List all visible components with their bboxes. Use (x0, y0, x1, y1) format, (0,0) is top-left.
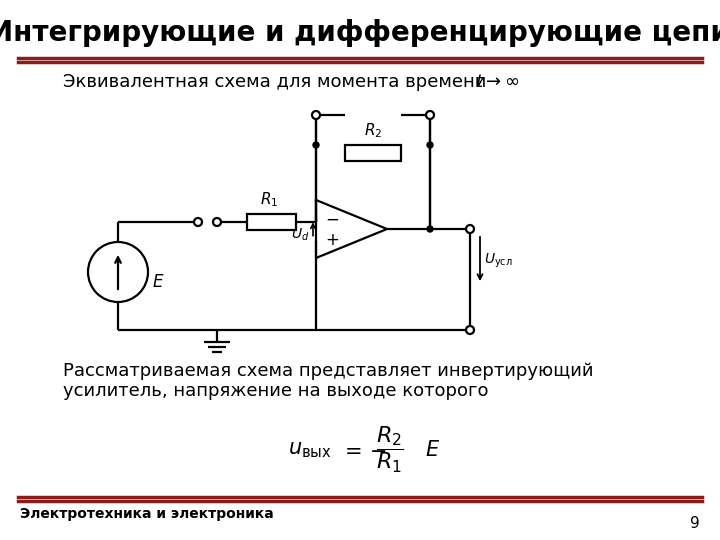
Circle shape (427, 142, 433, 148)
Text: $u_{\mathrm{вых}}$: $u_{\mathrm{вых}}$ (288, 440, 332, 460)
Text: Рассматриваемая схема представляет инвертирующий: Рассматриваемая схема представляет инвер… (63, 362, 593, 380)
Circle shape (213, 218, 221, 226)
Circle shape (312, 111, 320, 119)
Text: $= -$: $= -$ (340, 440, 387, 460)
Bar (345, 145, 401, 161)
Bar (247, 214, 296, 230)
Circle shape (194, 218, 202, 226)
Text: $U_d$: $U_d$ (291, 227, 309, 243)
Text: $t \rightarrow \infty$: $t \rightarrow \infty$ (475, 73, 519, 91)
Text: $E$: $E$ (425, 440, 440, 460)
Circle shape (466, 225, 474, 233)
Circle shape (313, 142, 319, 148)
Text: $R_1$: $R_1$ (261, 190, 279, 209)
Text: $\dfrac{R_2}{R_1}$: $\dfrac{R_2}{R_1}$ (376, 425, 404, 475)
Circle shape (427, 226, 433, 232)
Circle shape (466, 326, 474, 334)
Text: 9: 9 (690, 516, 700, 531)
Text: $E$: $E$ (152, 273, 164, 291)
Text: $+$: $+$ (325, 231, 339, 248)
Text: $R_2$: $R_2$ (364, 122, 382, 140)
Circle shape (426, 111, 434, 119)
Text: Эквивалентная схема для момента времени: Эквивалентная схема для момента времени (63, 73, 487, 91)
Text: $U_{\mathrm{усл}}$: $U_{\mathrm{усл}}$ (484, 252, 513, 270)
Text: Электротехника и электроника: Электротехника и электроника (20, 507, 274, 521)
Text: усилитель, напряжение на выходе которого: усилитель, напряжение на выходе которого (63, 382, 488, 400)
Text: Интегрирующие и дифференцирующие цепи: Интегрирующие и дифференцирующие цепи (0, 19, 720, 47)
Text: $-$: $-$ (325, 210, 339, 227)
